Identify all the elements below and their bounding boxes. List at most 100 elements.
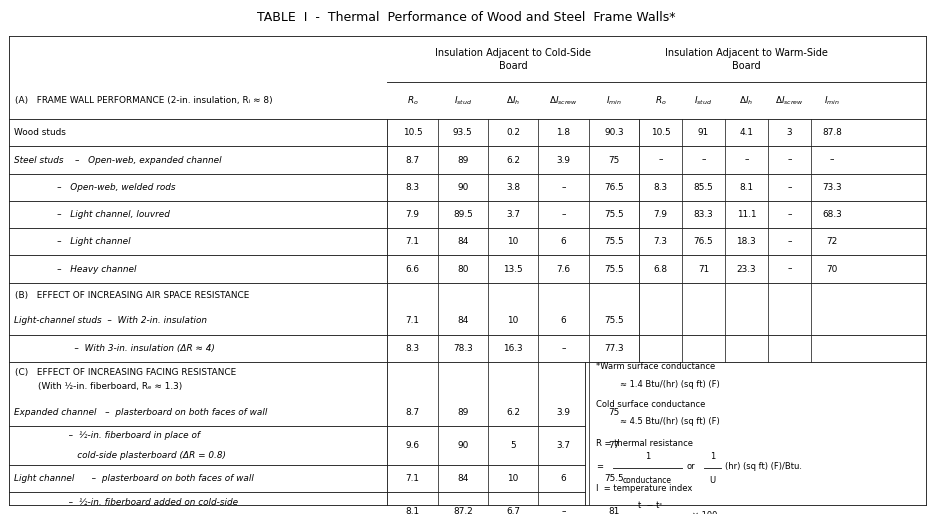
Text: (B)   EFFECT OF INCREASING AIR SPACE RESISTANCE: (B) EFFECT OF INCREASING AIR SPACE RESIS… (15, 290, 249, 300)
Text: 10: 10 (508, 237, 519, 246)
Text: 76.5: 76.5 (693, 237, 714, 246)
Text: TABLE  I  -  Thermal  Performance of Wood and Steel  Frame Walls*: TABLE I - Thermal Performance of Wood an… (258, 11, 675, 24)
Text: =: = (596, 511, 604, 514)
Text: 89: 89 (457, 156, 468, 164)
Text: 84: 84 (457, 317, 468, 325)
Text: 7.1: 7.1 (405, 237, 420, 246)
Text: 87.2: 87.2 (453, 507, 473, 514)
Text: 5: 5 (510, 441, 516, 450)
Text: 81: 81 (608, 507, 620, 514)
Text: 77.3: 77.3 (604, 344, 624, 353)
Text: 70: 70 (827, 265, 838, 273)
Text: 13.5: 13.5 (503, 265, 523, 273)
Text: 6: 6 (561, 317, 566, 325)
Text: $I_{stud}$: $I_{stud}$ (453, 95, 472, 107)
Text: 78.3: 78.3 (453, 344, 473, 353)
Text: 6.6: 6.6 (405, 265, 420, 273)
Text: ≈ 1.4 Btu/(hr) (sq ft) (F): ≈ 1.4 Btu/(hr) (sq ft) (F) (620, 380, 719, 389)
Text: 89: 89 (457, 408, 468, 417)
Text: 68.3: 68.3 (822, 210, 842, 219)
Text: –: – (562, 344, 565, 353)
Text: 6.2: 6.2 (506, 156, 521, 164)
Text: –  ½-in. fiberboard added on cold-side: – ½-in. fiberboard added on cold-side (14, 498, 238, 507)
Text: 3.8: 3.8 (506, 183, 521, 192)
Text: 23.3: 23.3 (736, 265, 757, 273)
Text: I  = temperature index: I = temperature index (596, 484, 692, 493)
Text: 75.5: 75.5 (604, 210, 624, 219)
Text: $R_o$: $R_o$ (655, 95, 666, 107)
Text: 8.3: 8.3 (405, 183, 420, 192)
Text: 1.8: 1.8 (556, 128, 571, 137)
Text: 90: 90 (457, 183, 468, 192)
Text: –: – (787, 265, 791, 273)
Text: 3.9: 3.9 (556, 156, 571, 164)
Text: 11.1: 11.1 (736, 210, 757, 219)
Text: 84: 84 (457, 474, 468, 483)
Text: 0.2: 0.2 (506, 128, 521, 137)
Text: 76.5: 76.5 (604, 183, 624, 192)
Text: 8.1: 8.1 (739, 183, 754, 192)
Text: –: – (562, 210, 565, 219)
Text: 8.7: 8.7 (405, 408, 420, 417)
Text: 84: 84 (457, 237, 468, 246)
Text: =: = (596, 462, 604, 471)
Text: conductance: conductance (623, 476, 672, 485)
Text: 6.2: 6.2 (506, 408, 521, 417)
Text: 75.5: 75.5 (604, 265, 624, 273)
Text: 8.3: 8.3 (405, 344, 420, 353)
Text: 75.5: 75.5 (604, 237, 624, 246)
Text: $\Delta I_h$: $\Delta I_h$ (506, 95, 521, 107)
Text: cold-side plasterboard (ΔR = 0.8): cold-side plasterboard (ΔR = 0.8) (14, 451, 226, 460)
Text: 3.7: 3.7 (556, 441, 571, 450)
Text: –: – (702, 156, 705, 164)
Text: $\Delta I_{screw}$: $\Delta I_{screw}$ (775, 95, 803, 107)
Text: R = thermal resistance: R = thermal resistance (596, 439, 693, 448)
Text: –: – (787, 183, 791, 192)
Text: 87.8: 87.8 (822, 128, 842, 137)
Text: –   Light channel, louvred: – Light channel, louvred (14, 210, 170, 219)
Text: 75: 75 (608, 408, 620, 417)
Text: 6: 6 (561, 237, 566, 246)
Text: 7.1: 7.1 (405, 474, 420, 483)
Text: 89.5: 89.5 (453, 210, 473, 219)
Text: $\Delta I_h$: $\Delta I_h$ (739, 95, 754, 107)
Text: Light-channel studs  –  With 2-in. insulation: Light-channel studs – With 2-in. insulat… (14, 317, 207, 325)
Text: 91: 91 (698, 128, 709, 137)
Text: 18.3: 18.3 (736, 237, 757, 246)
Text: Wood studs: Wood studs (14, 128, 66, 137)
Text: × 100: × 100 (692, 511, 717, 514)
Text: 7.9: 7.9 (405, 210, 420, 219)
Text: 85.5: 85.5 (693, 183, 714, 192)
Text: 3: 3 (787, 128, 792, 137)
Text: 75.5: 75.5 (604, 317, 624, 325)
Text: 73.3: 73.3 (822, 183, 842, 192)
Text: –: – (562, 507, 565, 514)
Text: 75: 75 (608, 156, 620, 164)
Text: 90.3: 90.3 (604, 128, 624, 137)
Text: t  − tᶜ: t − tᶜ (638, 501, 662, 510)
Text: $I_{min}$: $I_{min}$ (824, 95, 841, 107)
Text: ≈ 4.5 Btu/(hr) (sq ft) (F): ≈ 4.5 Btu/(hr) (sq ft) (F) (620, 417, 719, 426)
Text: 10.5: 10.5 (402, 128, 423, 137)
Text: Insulation Adjacent to Warm-Side
Board: Insulation Adjacent to Warm-Side Board (665, 47, 828, 71)
Text: 10: 10 (508, 317, 519, 325)
Text: 10: 10 (508, 474, 519, 483)
Text: (C)   EFFECT OF INCREASING FACING RESISTANCE: (C) EFFECT OF INCREASING FACING RESISTAN… (15, 368, 236, 377)
Text: 7.9: 7.9 (653, 210, 668, 219)
Text: 83.3: 83.3 (693, 210, 714, 219)
Text: 8.3: 8.3 (653, 183, 668, 192)
Text: Steel studs    –   Open-web, expanded channel: Steel studs – Open-web, expanded channel (14, 156, 222, 164)
Text: (A)   FRAME WALL PERFORMANCE (2-in. insulation, Rᵢ ≈ 8): (A) FRAME WALL PERFORMANCE (2-in. insula… (15, 96, 272, 105)
Text: –  With 3-in. insulation (ΔR ≈ 4): – With 3-in. insulation (ΔR ≈ 4) (14, 344, 215, 353)
Text: 90: 90 (457, 441, 468, 450)
Text: or: or (687, 462, 695, 471)
Text: 7.1: 7.1 (405, 317, 420, 325)
Text: 77: 77 (608, 441, 620, 450)
Text: –: – (562, 183, 565, 192)
Text: 71: 71 (698, 265, 709, 273)
Text: Light channel      –  plasterboard on both faces of wall: Light channel – plasterboard on both fac… (14, 474, 254, 483)
Text: 3.7: 3.7 (506, 210, 521, 219)
Text: 10.5: 10.5 (650, 128, 671, 137)
Text: –: – (745, 156, 748, 164)
Text: $I_{stud}$: $I_{stud}$ (694, 95, 713, 107)
